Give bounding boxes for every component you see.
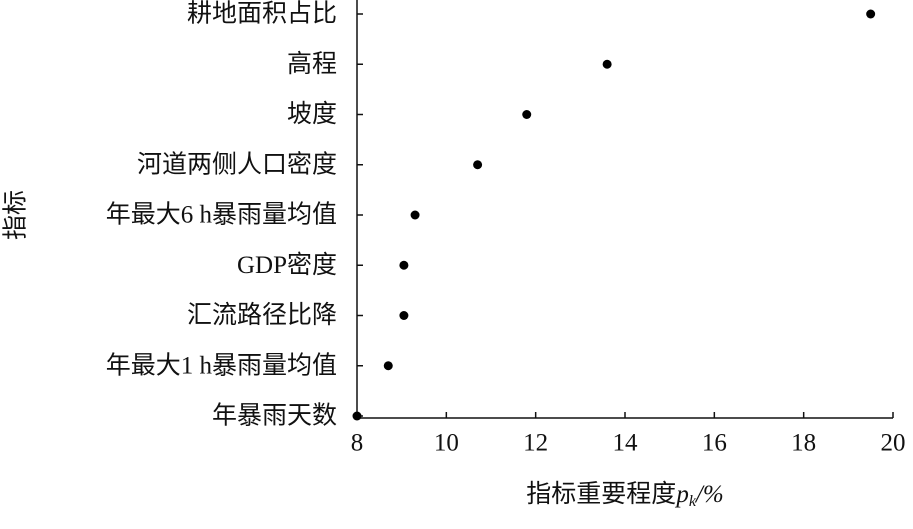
dot: [383, 361, 393, 371]
y-tick-label: 耕地面积占比: [187, 0, 337, 28]
x-tick-label: 18: [791, 430, 816, 457]
dot: [399, 260, 409, 270]
y-tick-label: 年最大6 h暴雨量均值: [106, 201, 337, 229]
x-tick-label: 20: [881, 430, 906, 457]
y-tick-label: GDP密度: [237, 251, 337, 279]
y-tick-label: 高程: [287, 50, 337, 78]
x-label-sub: k: [689, 493, 697, 510]
x-label-var: p: [674, 481, 689, 508]
x-tick-label: 14: [613, 430, 639, 457]
x-label-text: 指标重要程度: [526, 480, 676, 508]
y-tick-label: 河道两侧人口密度: [137, 150, 337, 178]
dot: [602, 59, 612, 69]
x-tick-label: 10: [434, 430, 459, 457]
x-tick-label: 12: [523, 430, 548, 457]
dot: [866, 9, 876, 19]
y-tick-label: 汇流路径比降: [187, 301, 337, 329]
x-tick-label: 8: [351, 430, 364, 457]
x-label-unit: /%: [694, 481, 724, 508]
dot: [522, 110, 532, 119]
dot: [352, 411, 362, 421]
y-axis-label: 指标: [2, 190, 30, 240]
y-tick-label: 年暴雨天数: [212, 402, 337, 430]
x-tick-label: 16: [702, 430, 727, 457]
dot: [410, 210, 420, 220]
x-axis-label: 指标重要程度pk/%: [526, 480, 723, 510]
y-tick-label: 年最大1 h暴雨量均值: [106, 351, 337, 379]
dot: [473, 160, 483, 170]
dot: [399, 311, 409, 320]
y-tick-label: 坡度: [287, 100, 337, 128]
